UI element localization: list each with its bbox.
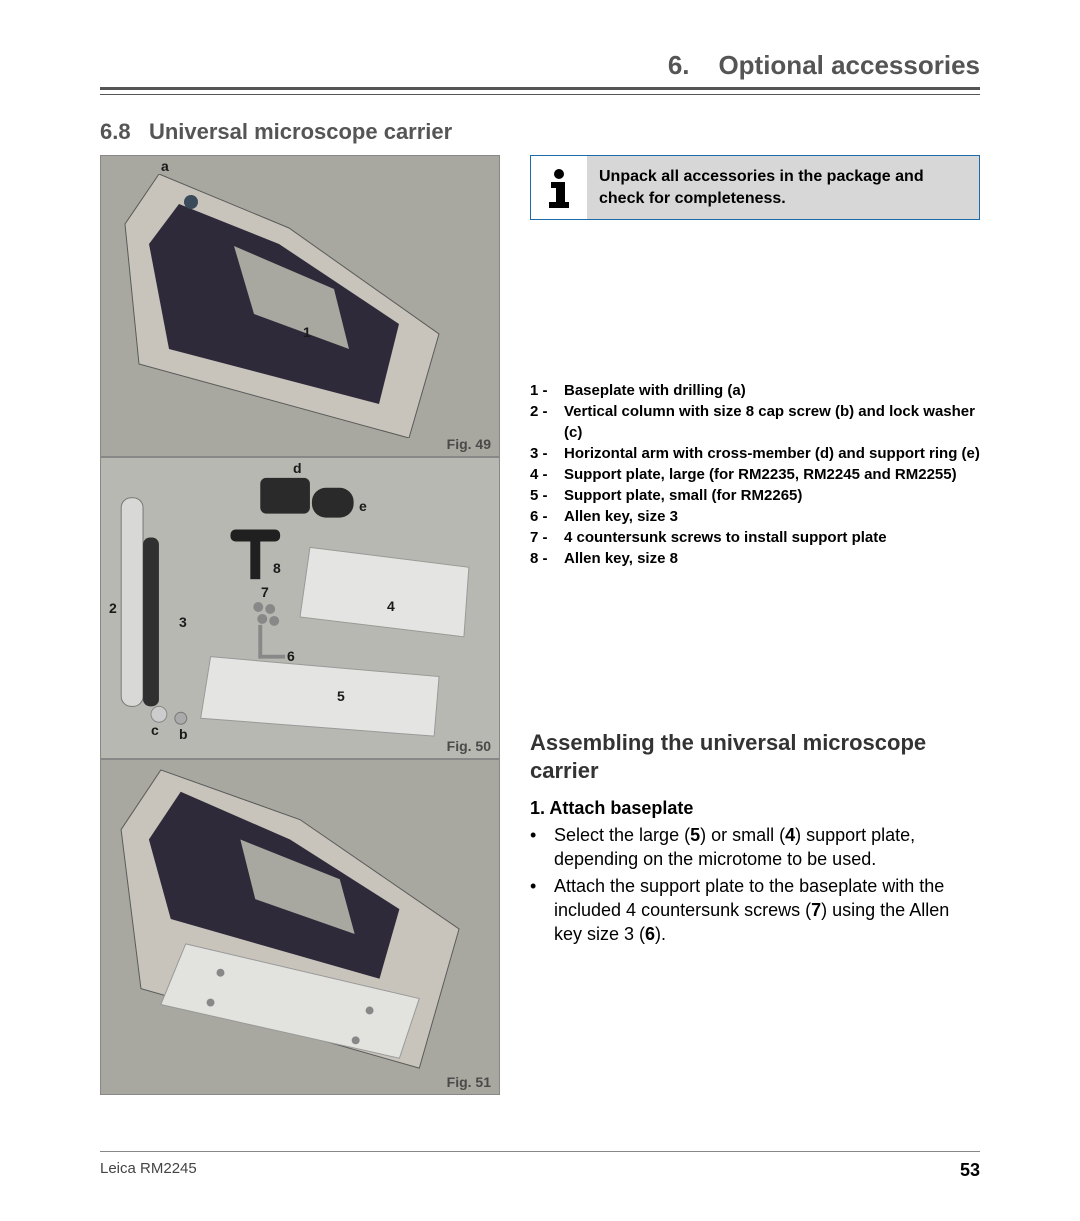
section-name: Universal microscope carrier [149, 119, 452, 144]
parts-list: 1 -Baseplate with drilling (a) 2 -Vertic… [530, 380, 980, 569]
assembly-heading: Assembling the universal microscope carr… [530, 729, 980, 784]
section-num: 6.8 [100, 119, 131, 144]
figure-49: a 1 Fig. 49 [100, 155, 500, 457]
part-num: 2 - [530, 401, 564, 443]
info-box: Unpack all accessories in the package an… [530, 155, 980, 220]
fig50-label-c: c [151, 722, 159, 738]
fig50-label-3: 3 [179, 614, 187, 630]
bullet-dot: • [530, 874, 554, 947]
part-num: 5 - [530, 485, 564, 506]
fig50-label-8: 8 [273, 560, 281, 576]
part-text: Baseplate with drilling (a) [564, 380, 746, 401]
part-num: 1 - [530, 380, 564, 401]
part-text: Allen key, size 8 [564, 548, 678, 569]
chapter-header: 6. Optional accessories [100, 50, 980, 90]
fig50-label-2: 2 [109, 600, 117, 616]
fig51-caption: Fig. 51 [447, 1074, 491, 1090]
fig50-label-5: 5 [337, 688, 345, 704]
section-title: 6.8 Universal microscope carrier [100, 119, 980, 145]
fig50-label-6: 6 [287, 648, 295, 664]
fig50-label-4: 4 [387, 598, 395, 614]
chapter-num: 6. [668, 50, 690, 80]
text-column: Unpack all accessories in the package an… [530, 155, 980, 1095]
part-num: 6 - [530, 506, 564, 527]
bullet-dot: • [530, 823, 554, 872]
part-num: 7 - [530, 527, 564, 548]
info-icon [531, 156, 587, 219]
footer-model: Leica RM2245 [100, 1160, 197, 1181]
fig49-label-a: a [161, 158, 169, 174]
chapter-title: Optional accessories [718, 50, 980, 80]
page-footer: Leica RM2245 53 [100, 1151, 980, 1181]
fig49-caption: Fig. 49 [447, 436, 491, 452]
step-heading: 1. Attach baseplate [530, 798, 980, 819]
part-text: Allen key, size 3 [564, 506, 678, 527]
bullet-text: Select the large (5) or small (4) suppor… [554, 823, 980, 872]
part-text: Support plate, small (for RM2265) [564, 485, 802, 506]
figures-column: a 1 Fig. 49 [100, 155, 500, 1095]
fig50-label-e: e [359, 498, 367, 514]
fig50-label-d: d [293, 460, 302, 476]
fig50-caption: Fig. 50 [447, 738, 491, 754]
part-text: 4 countersunk screws to install support … [564, 527, 887, 548]
figure-50: d e 2 3 4 5 6 7 8 c b Fig. 50 [100, 457, 500, 759]
fig49-label-1: 1 [303, 324, 311, 340]
figure-51: Fig. 51 [100, 759, 500, 1095]
info-text: Unpack all accessories in the package an… [587, 156, 979, 219]
header-rule [100, 94, 980, 95]
part-num: 8 - [530, 548, 564, 569]
step-bullets: • Select the large (5) or small (4) supp… [530, 823, 980, 946]
bullet-text: Attach the support plate to the baseplat… [554, 874, 980, 947]
fig50-label-b: b [179, 726, 188, 742]
part-text: Horizontal arm with cross-member (d) and… [564, 443, 980, 464]
fig50-label-7: 7 [261, 584, 269, 600]
part-num: 4 - [530, 464, 564, 485]
part-num: 3 - [530, 443, 564, 464]
part-text: Support plate, large (for RM2235, RM2245… [564, 464, 957, 485]
part-text: Vertical column with size 8 cap screw (b… [564, 401, 980, 443]
footer-page: 53 [960, 1160, 980, 1181]
